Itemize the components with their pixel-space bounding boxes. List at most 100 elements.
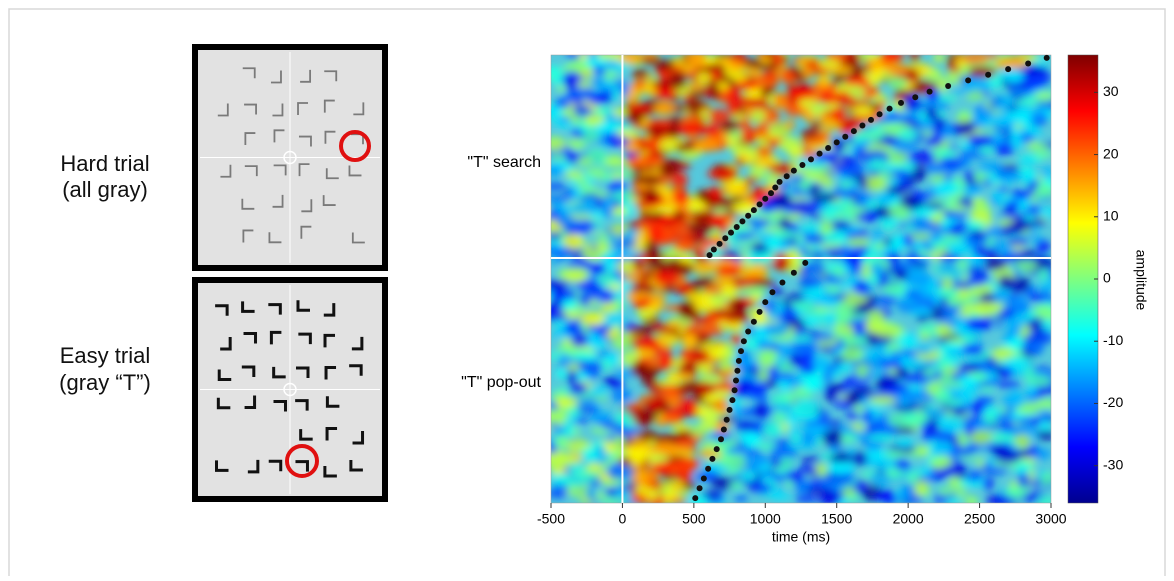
heatmap-blob bbox=[575, 178, 590, 187]
heatmap-blob bbox=[551, 165, 560, 177]
heatmap-blob bbox=[594, 266, 607, 274]
heatmap-blob bbox=[808, 376, 823, 390]
heatmap-blob bbox=[824, 55, 850, 60]
heatmap-blob bbox=[846, 237, 871, 247]
heatmap-blob bbox=[977, 161, 1005, 174]
heatmap-blob bbox=[629, 474, 650, 482]
heatmap-blob bbox=[938, 157, 962, 167]
heatmap-blob bbox=[1038, 267, 1050, 282]
rt-dot bbox=[745, 328, 752, 335]
heatmap-blob bbox=[993, 142, 1015, 157]
stimulus-item bbox=[300, 69, 312, 83]
heatmap-blob bbox=[759, 87, 775, 95]
stimulus-item bbox=[242, 229, 254, 243]
rt-dot bbox=[710, 246, 717, 253]
colorbar-label: amplitude bbox=[1133, 250, 1149, 311]
rt-dot bbox=[705, 465, 712, 472]
stimulus-item bbox=[325, 426, 338, 441]
heatmap-blob bbox=[971, 229, 984, 239]
heatmap-blob bbox=[551, 351, 562, 360]
heatmap-blob bbox=[869, 262, 885, 277]
rt-dot bbox=[886, 105, 893, 112]
heatmap-blob bbox=[945, 497, 962, 503]
heatmap-blob bbox=[937, 78, 948, 93]
rt-dot bbox=[926, 88, 933, 95]
heatmap-blob bbox=[936, 289, 960, 298]
heatmap-blob bbox=[719, 458, 747, 468]
colorbar-tick-label: 0 bbox=[1103, 270, 1111, 286]
heatmap-blob bbox=[1036, 495, 1051, 503]
heatmap-blob bbox=[656, 88, 677, 100]
heatmap-blob bbox=[1018, 466, 1029, 475]
x-tick-label: 1500 bbox=[821, 511, 852, 527]
heatmap-blob bbox=[565, 77, 576, 91]
heatmap-blob bbox=[909, 150, 936, 166]
stimulus-item bbox=[244, 103, 257, 115]
heatmap-blob bbox=[1013, 296, 1027, 304]
heatmap-blob bbox=[869, 395, 897, 405]
stimulus-item bbox=[268, 232, 282, 244]
heatmap-blob bbox=[868, 471, 891, 488]
heatmap-blob bbox=[710, 476, 738, 490]
heatmap-blob bbox=[564, 323, 584, 336]
heatmap-blob bbox=[895, 438, 915, 448]
heatmap-blob bbox=[750, 188, 766, 203]
colorbar bbox=[1067, 54, 1099, 504]
heatmap-blob bbox=[793, 300, 816, 311]
heatmap-blob bbox=[1006, 336, 1027, 349]
heatmap-blob bbox=[833, 182, 858, 199]
heatmap-blob bbox=[921, 292, 937, 300]
heatmap-blob bbox=[818, 72, 831, 88]
heatmap-blob bbox=[604, 61, 620, 70]
heatmap-blob bbox=[551, 65, 562, 76]
stimulus-item bbox=[323, 303, 336, 317]
heatmap-blob bbox=[564, 169, 584, 179]
heatmap-blob bbox=[946, 298, 965, 307]
heatmap-blob bbox=[969, 430, 992, 445]
heatmap-blob bbox=[804, 245, 815, 252]
heatmap-blob bbox=[923, 432, 934, 443]
heatmap-blob bbox=[621, 351, 638, 364]
heatmap-blob bbox=[669, 497, 687, 503]
rt-dot bbox=[776, 178, 783, 185]
heatmap-blob bbox=[914, 347, 933, 354]
heatmap-blob bbox=[800, 138, 829, 147]
heatmap-blob bbox=[831, 265, 845, 277]
heatmap-blob bbox=[854, 193, 874, 200]
heatmap-blob bbox=[648, 453, 669, 464]
heatmap-blob bbox=[779, 463, 792, 472]
heatmap-blob bbox=[964, 495, 979, 503]
heatmap-blob bbox=[567, 463, 585, 473]
heatmap-blob bbox=[563, 204, 576, 213]
heatmap-blob bbox=[935, 323, 952, 337]
heatmap-blob bbox=[738, 286, 766, 296]
heatmap-blob bbox=[961, 417, 984, 424]
heatmap-blob bbox=[799, 224, 826, 233]
stimulus-item bbox=[324, 366, 337, 380]
heatmap-blob bbox=[957, 432, 969, 448]
rt-dot bbox=[769, 289, 776, 296]
rt-dot bbox=[722, 235, 729, 242]
heatmap-blob bbox=[956, 363, 985, 373]
heatmap-blob bbox=[555, 368, 568, 379]
stimulus-item bbox=[352, 431, 365, 445]
heatmap-blob bbox=[907, 266, 926, 277]
heatmap-blob bbox=[654, 333, 680, 346]
heatmap-blob bbox=[956, 470, 967, 480]
heatmap-blob bbox=[1009, 396, 1023, 406]
heatmap-blob bbox=[992, 321, 1005, 328]
heatmap-blob bbox=[1017, 472, 1031, 489]
heatmap-blob bbox=[881, 282, 907, 296]
target-circle bbox=[339, 130, 371, 162]
stimulus-item bbox=[241, 198, 255, 210]
colorbar-tick-label: 30 bbox=[1103, 83, 1119, 99]
heatmap-blob bbox=[1040, 408, 1051, 421]
heatmap-blob bbox=[1034, 151, 1051, 159]
heatmap-blob bbox=[725, 446, 753, 455]
heatmap-blob bbox=[1015, 105, 1033, 118]
heatmap-blob bbox=[878, 374, 899, 385]
rt-dot bbox=[740, 338, 747, 345]
rt-dot bbox=[739, 218, 746, 225]
heatmap-blob bbox=[818, 89, 839, 105]
stimulus-item bbox=[295, 460, 309, 472]
